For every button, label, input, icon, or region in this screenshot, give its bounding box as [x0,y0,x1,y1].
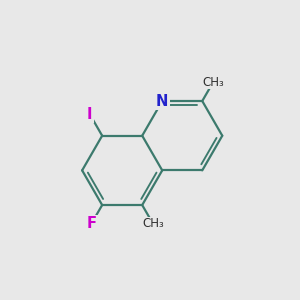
Text: F: F [86,216,96,231]
Text: I: I [87,107,93,122]
Text: CH₃: CH₃ [142,217,164,230]
Text: N: N [156,94,168,109]
Text: CH₃: CH₃ [202,76,224,89]
